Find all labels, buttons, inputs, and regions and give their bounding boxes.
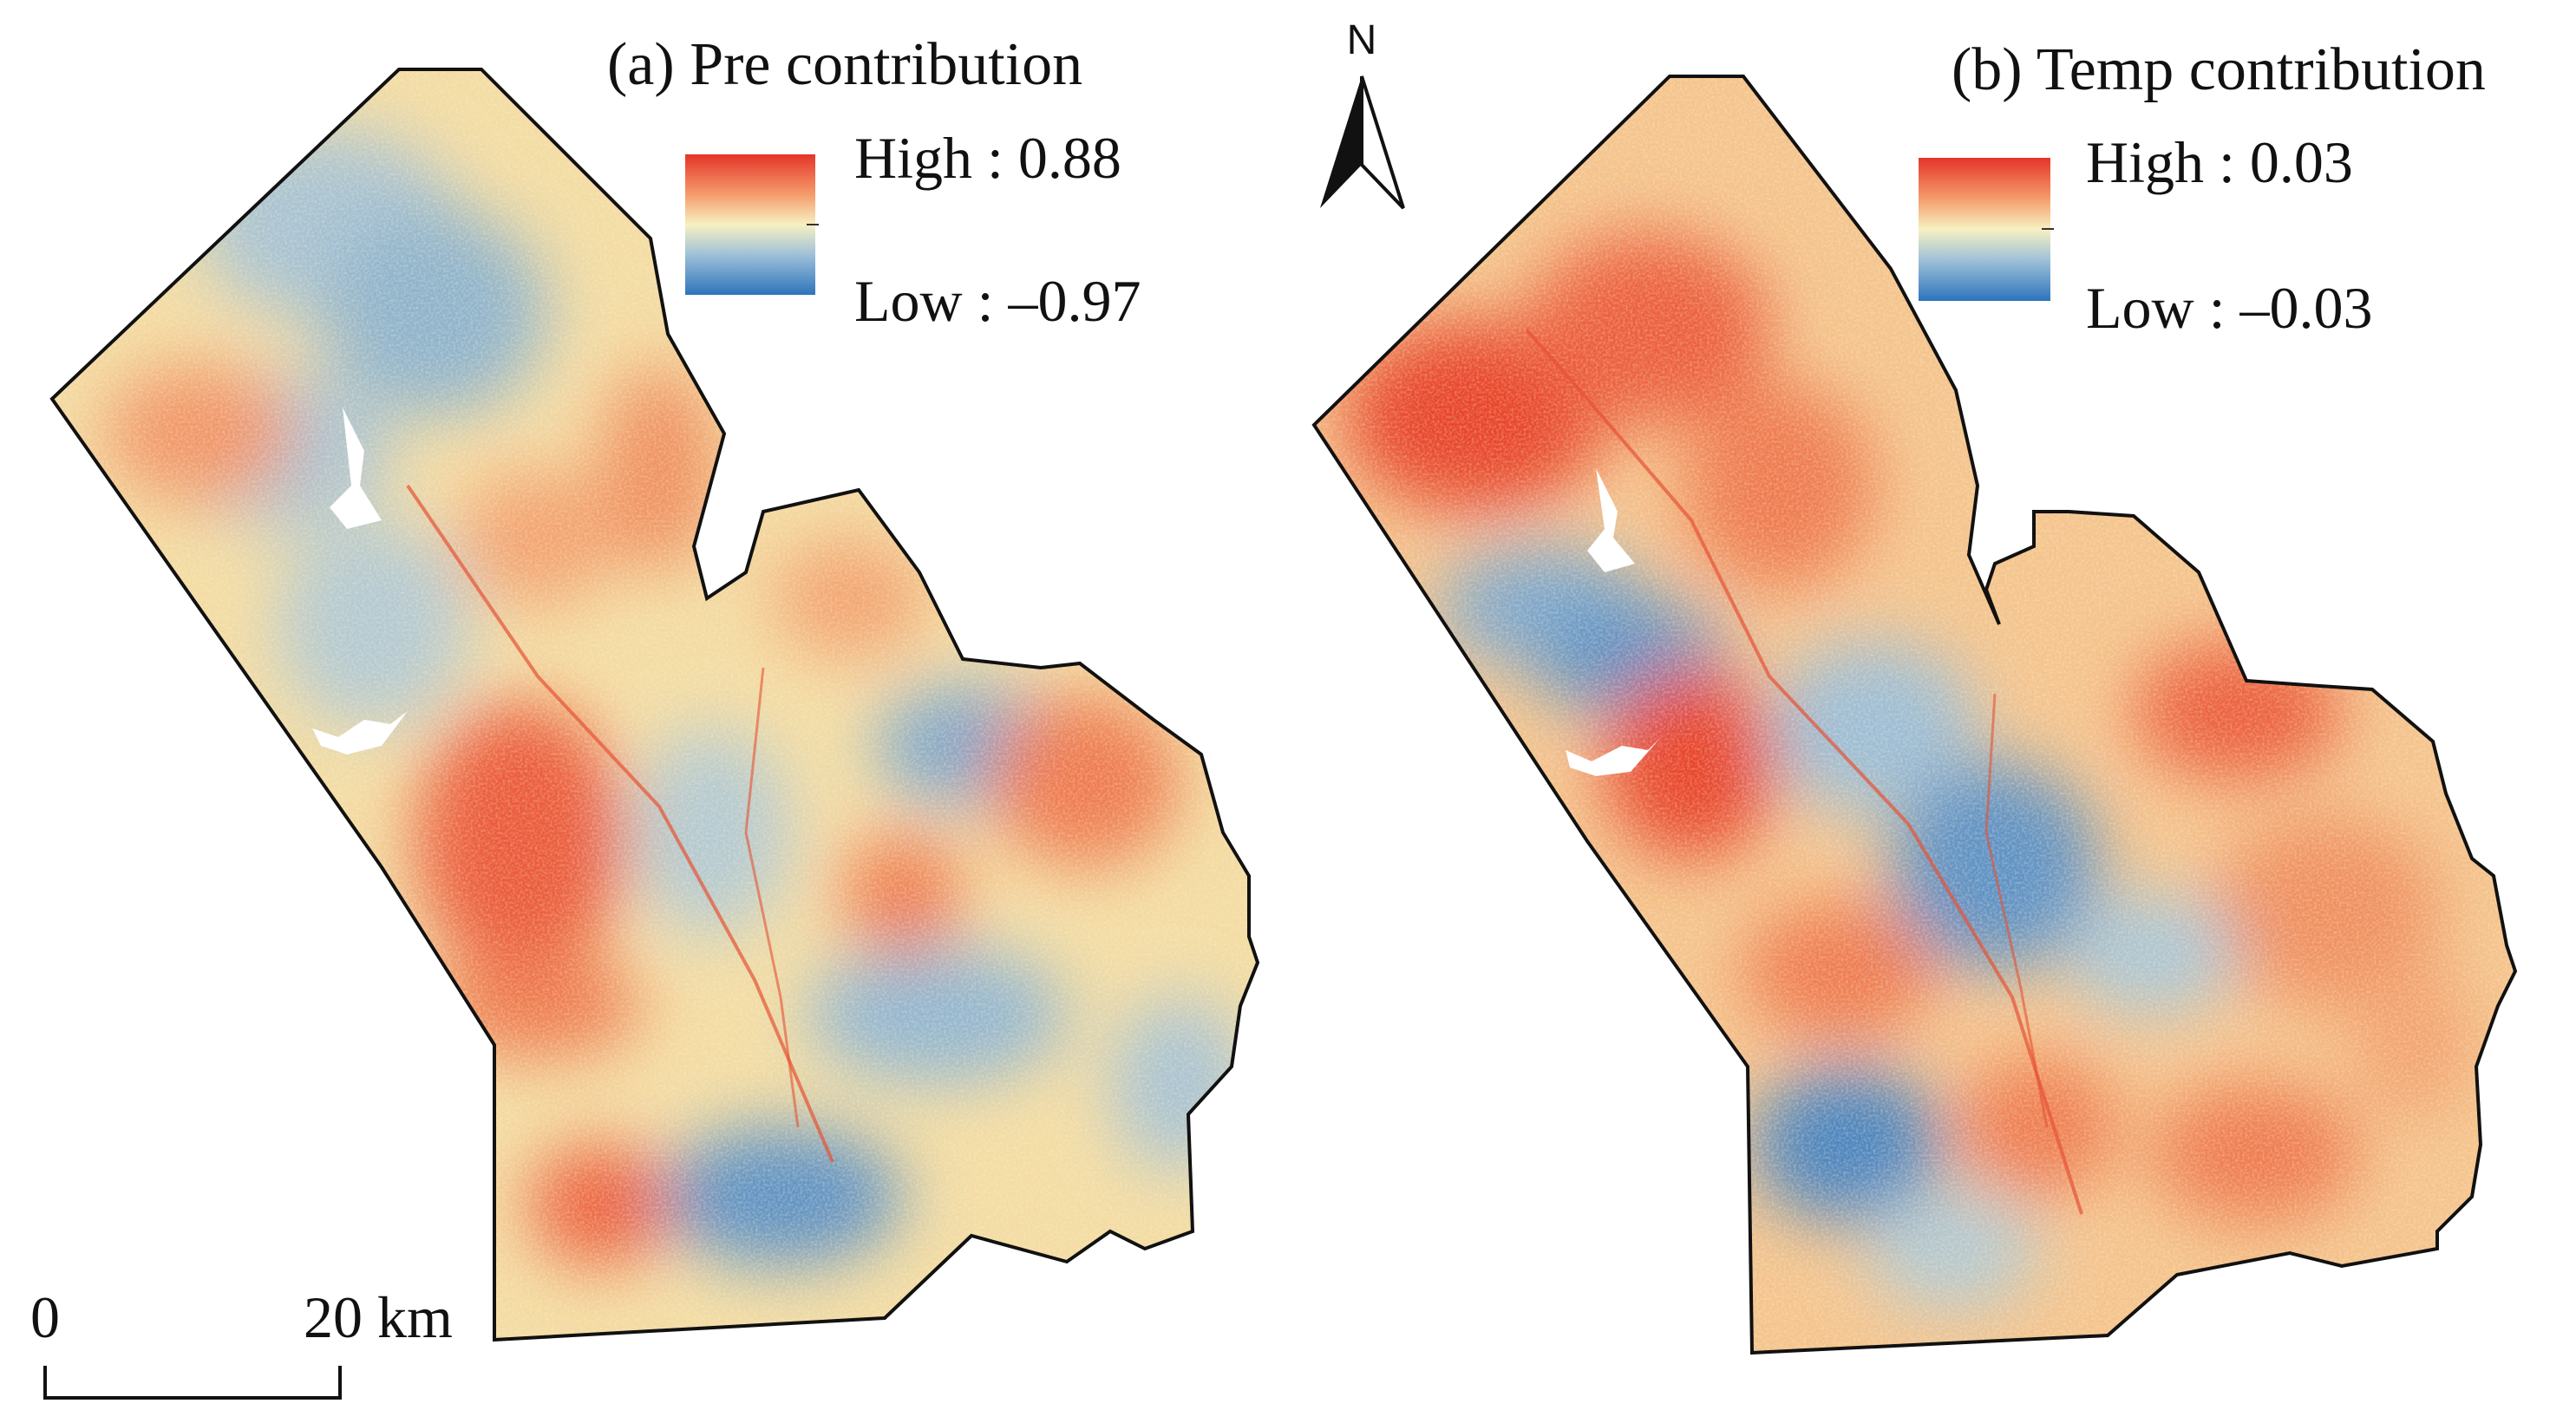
legend-b-low-label: Low : –0.03 [2086,275,2373,341]
panel-b-title: (b) Temp contribution [1952,36,2486,103]
north-arrow: N [1320,17,1405,210]
legend-a: High : 0.88 Low : –0.97 [685,125,1141,334]
scale-bar-line [43,1366,342,1400]
map-panel-b [1312,75,2517,1355]
north-arrow-label: N [1347,17,1377,63]
legend-b-ramp [1919,158,2050,301]
legend-a-high-label: High : 0.88 [854,125,1121,191]
legend-a-ramp [685,154,815,295]
scale-bar: 0 20 km [30,1284,453,1400]
raster-a [52,69,1258,1340]
north-arrow-icon [1320,75,1405,210]
map-panel-a [50,68,1259,1341]
scale-end-label: 20 km [304,1284,453,1350]
panel-a-title: (a) Pre contribution [607,31,1082,98]
legend-b: High : 0.03 Low : –0.03 [1919,129,2373,341]
legend-a-low-label: Low : –0.97 [854,268,1141,334]
legend-b-high-label: High : 0.03 [2086,129,2353,195]
raster-b [1314,76,2515,1353]
scale-start-label: 0 [30,1284,60,1350]
